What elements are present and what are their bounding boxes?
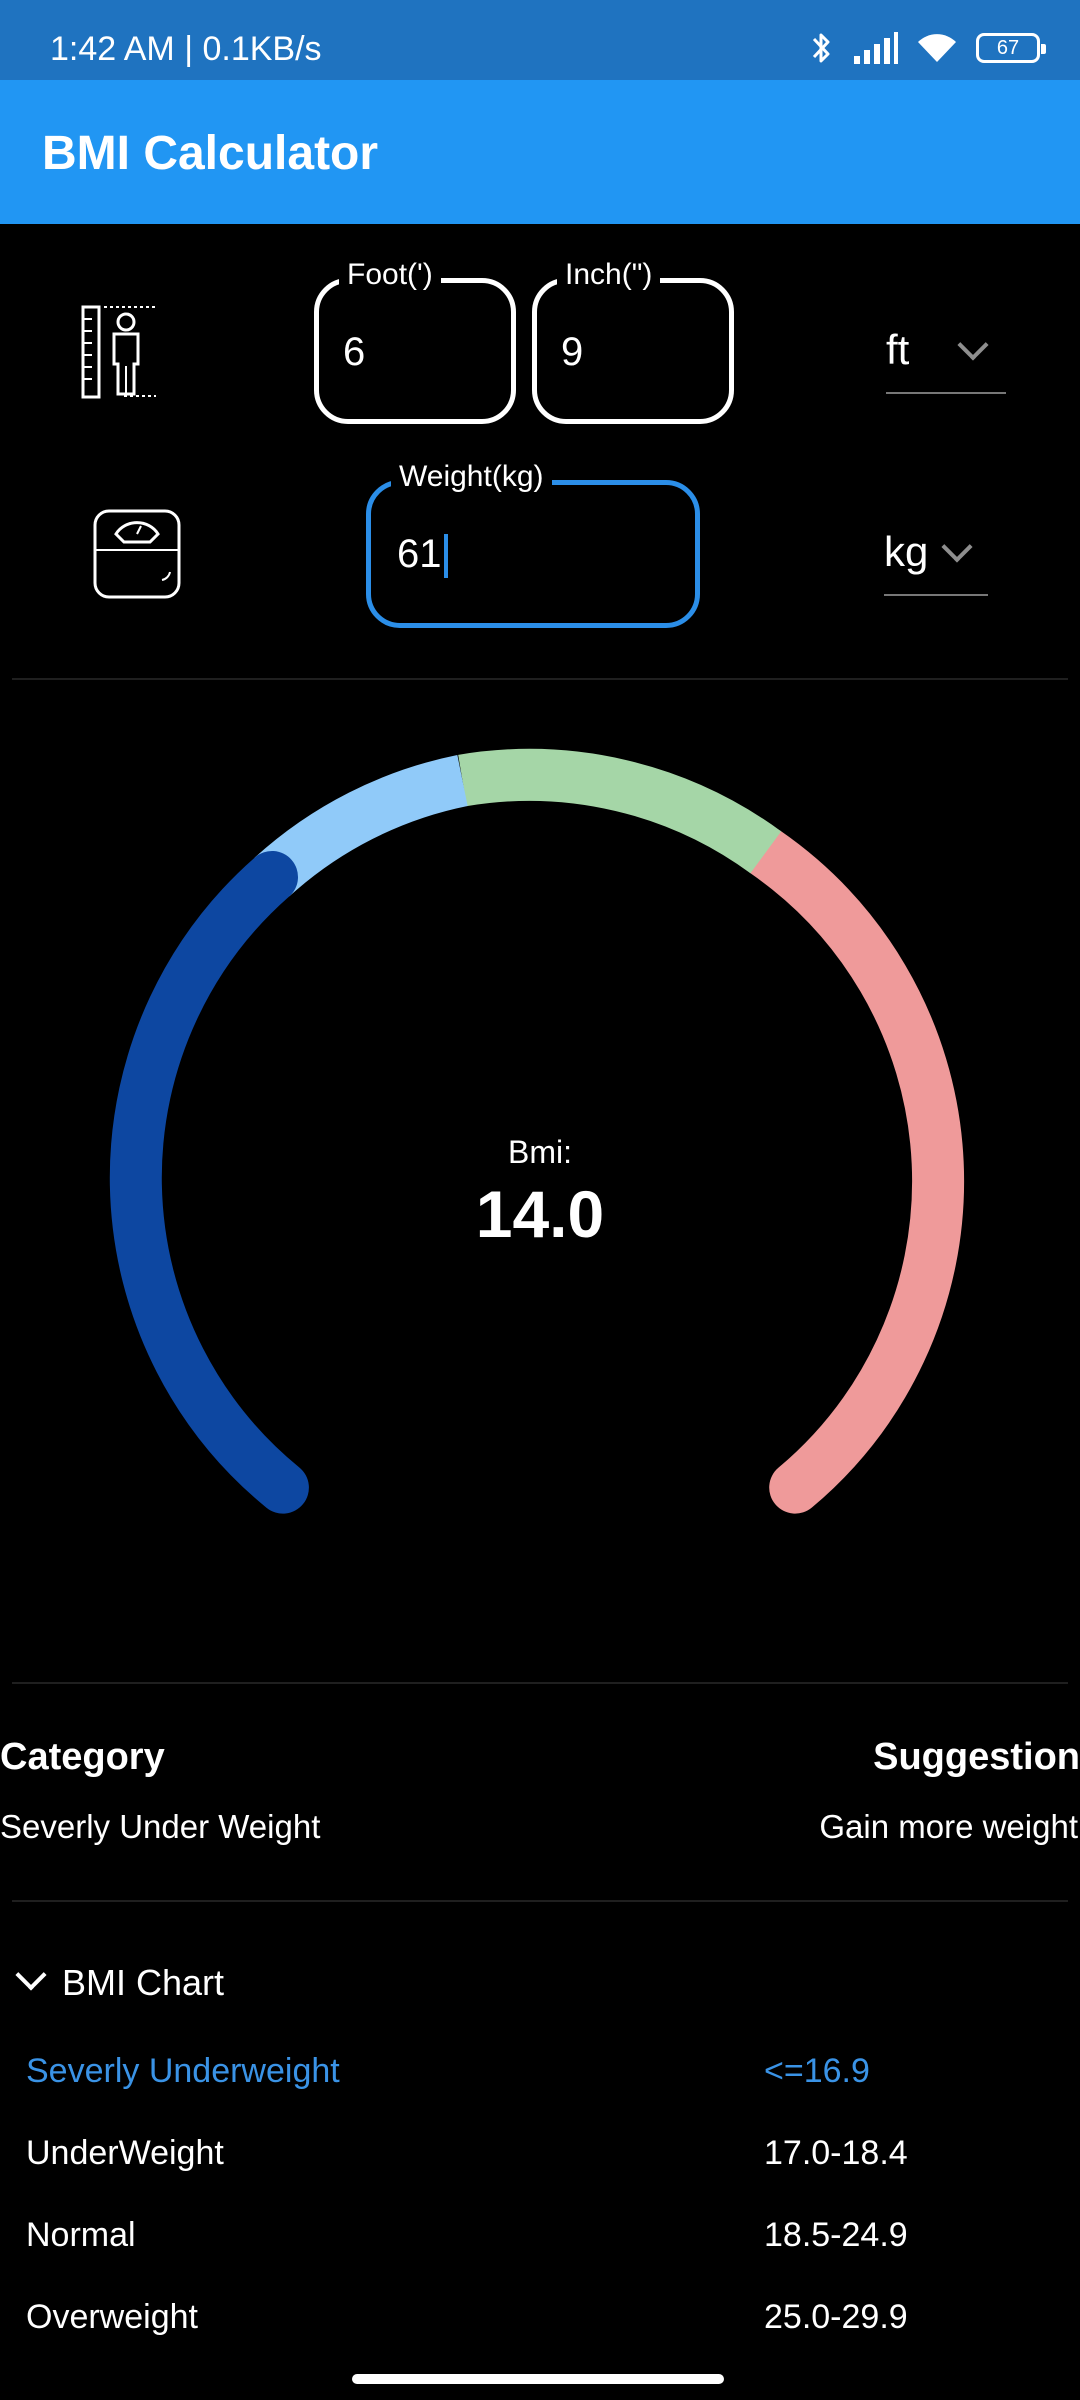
- gauge-segment-normal: [458, 748, 782, 874]
- chevron-down-icon: [15, 1959, 47, 1991]
- foot-field[interactable]: Foot(') 6: [314, 257, 516, 424]
- inch-label: Inch("): [557, 257, 661, 293]
- status-icons: 67: [806, 28, 1046, 68]
- chart-row-normal: Normal 18.5-24.9: [26, 2206, 1066, 2276]
- height-measure-icon: [81, 305, 156, 399]
- chevron-down-icon: [957, 329, 989, 361]
- gauge-segment-underweight: [254, 755, 468, 897]
- chart-range: <=16.9: [764, 2052, 870, 2090]
- height-unit-dropdown[interactable]: ft: [886, 326, 1006, 394]
- chart-range: 18.5-24.9: [764, 2216, 908, 2254]
- weight-value: 61: [397, 531, 448, 579]
- signal-icon: [854, 32, 898, 64]
- bmi-gauge: [109, 748, 965, 1514]
- battery-icon: 67: [976, 33, 1046, 63]
- foot-label: Foot('): [339, 257, 441, 293]
- chart-row-severely-underweight: Severly Underweight <=16.9: [26, 2042, 1066, 2112]
- chart-category: Overweight: [26, 2298, 198, 2336]
- suggestion-value: Gain more weight: [819, 1808, 1078, 1845]
- category-value: Severly Under Weight: [0, 1808, 321, 1845]
- chart-range: 17.0-18.4: [764, 2134, 908, 2172]
- chart-range: 25.0-29.9: [764, 2298, 908, 2336]
- divider: [12, 1682, 1068, 1684]
- gauge-segment-overweight: [739, 826, 965, 1514]
- chart-row-underweight: UnderWeight 17.0-18.4: [26, 2124, 1066, 2194]
- chevron-down-icon: [941, 531, 973, 563]
- home-indicator[interactable]: [352, 2374, 724, 2384]
- bmi-chart-title: BMI Chart: [62, 1962, 225, 2003]
- chart-category: UnderWeight: [26, 2134, 224, 2172]
- foot-value: 6: [343, 330, 366, 374]
- status-time: 1:42 AM | 0.1KB/s: [50, 30, 322, 68]
- chart-category: Normal: [26, 2216, 136, 2254]
- chart-category: Severly Underweight: [26, 2052, 340, 2090]
- page-title: BMI Calculator: [42, 127, 379, 180]
- divider: [12, 1900, 1068, 1902]
- height-unit-value: ft: [886, 326, 910, 373]
- battery-level: 67: [996, 36, 1020, 59]
- inch-value: 9: [561, 330, 584, 374]
- weight-value-text: 61: [397, 532, 442, 576]
- weight-unit-dropdown[interactable]: kg: [884, 528, 988, 596]
- bluetooth-icon: [812, 33, 830, 63]
- chart-row-overweight: Overweight 25.0-29.9: [26, 2288, 1066, 2358]
- bmi-chart-toggle[interactable]: BMI Chart: [14, 1958, 414, 2010]
- text-cursor: [443, 534, 448, 579]
- suggestion-header: Suggestion: [873, 1736, 1080, 1778]
- weight-unit-value: kg: [884, 528, 929, 575]
- inch-field[interactable]: Inch(") 9: [532, 257, 734, 424]
- status-bar: 1:42 AM | 0.1KB/s 67: [0, 0, 1080, 80]
- weighing-scale-icon: [93, 509, 181, 599]
- wifi-icon: [918, 34, 956, 62]
- weight-label: Weight(kg): [391, 459, 552, 495]
- bmi-label: Bmi:: [508, 1134, 572, 1170]
- gauge-segment-severely-underweight: [109, 851, 309, 1514]
- app-bar: BMI Calculator: [0, 80, 1080, 224]
- divider: [12, 678, 1068, 680]
- bmi-value: 14.0: [475, 1177, 605, 1251]
- weight-field[interactable]: Weight(kg) 61: [366, 459, 700, 628]
- category-header: Category: [0, 1736, 165, 1778]
